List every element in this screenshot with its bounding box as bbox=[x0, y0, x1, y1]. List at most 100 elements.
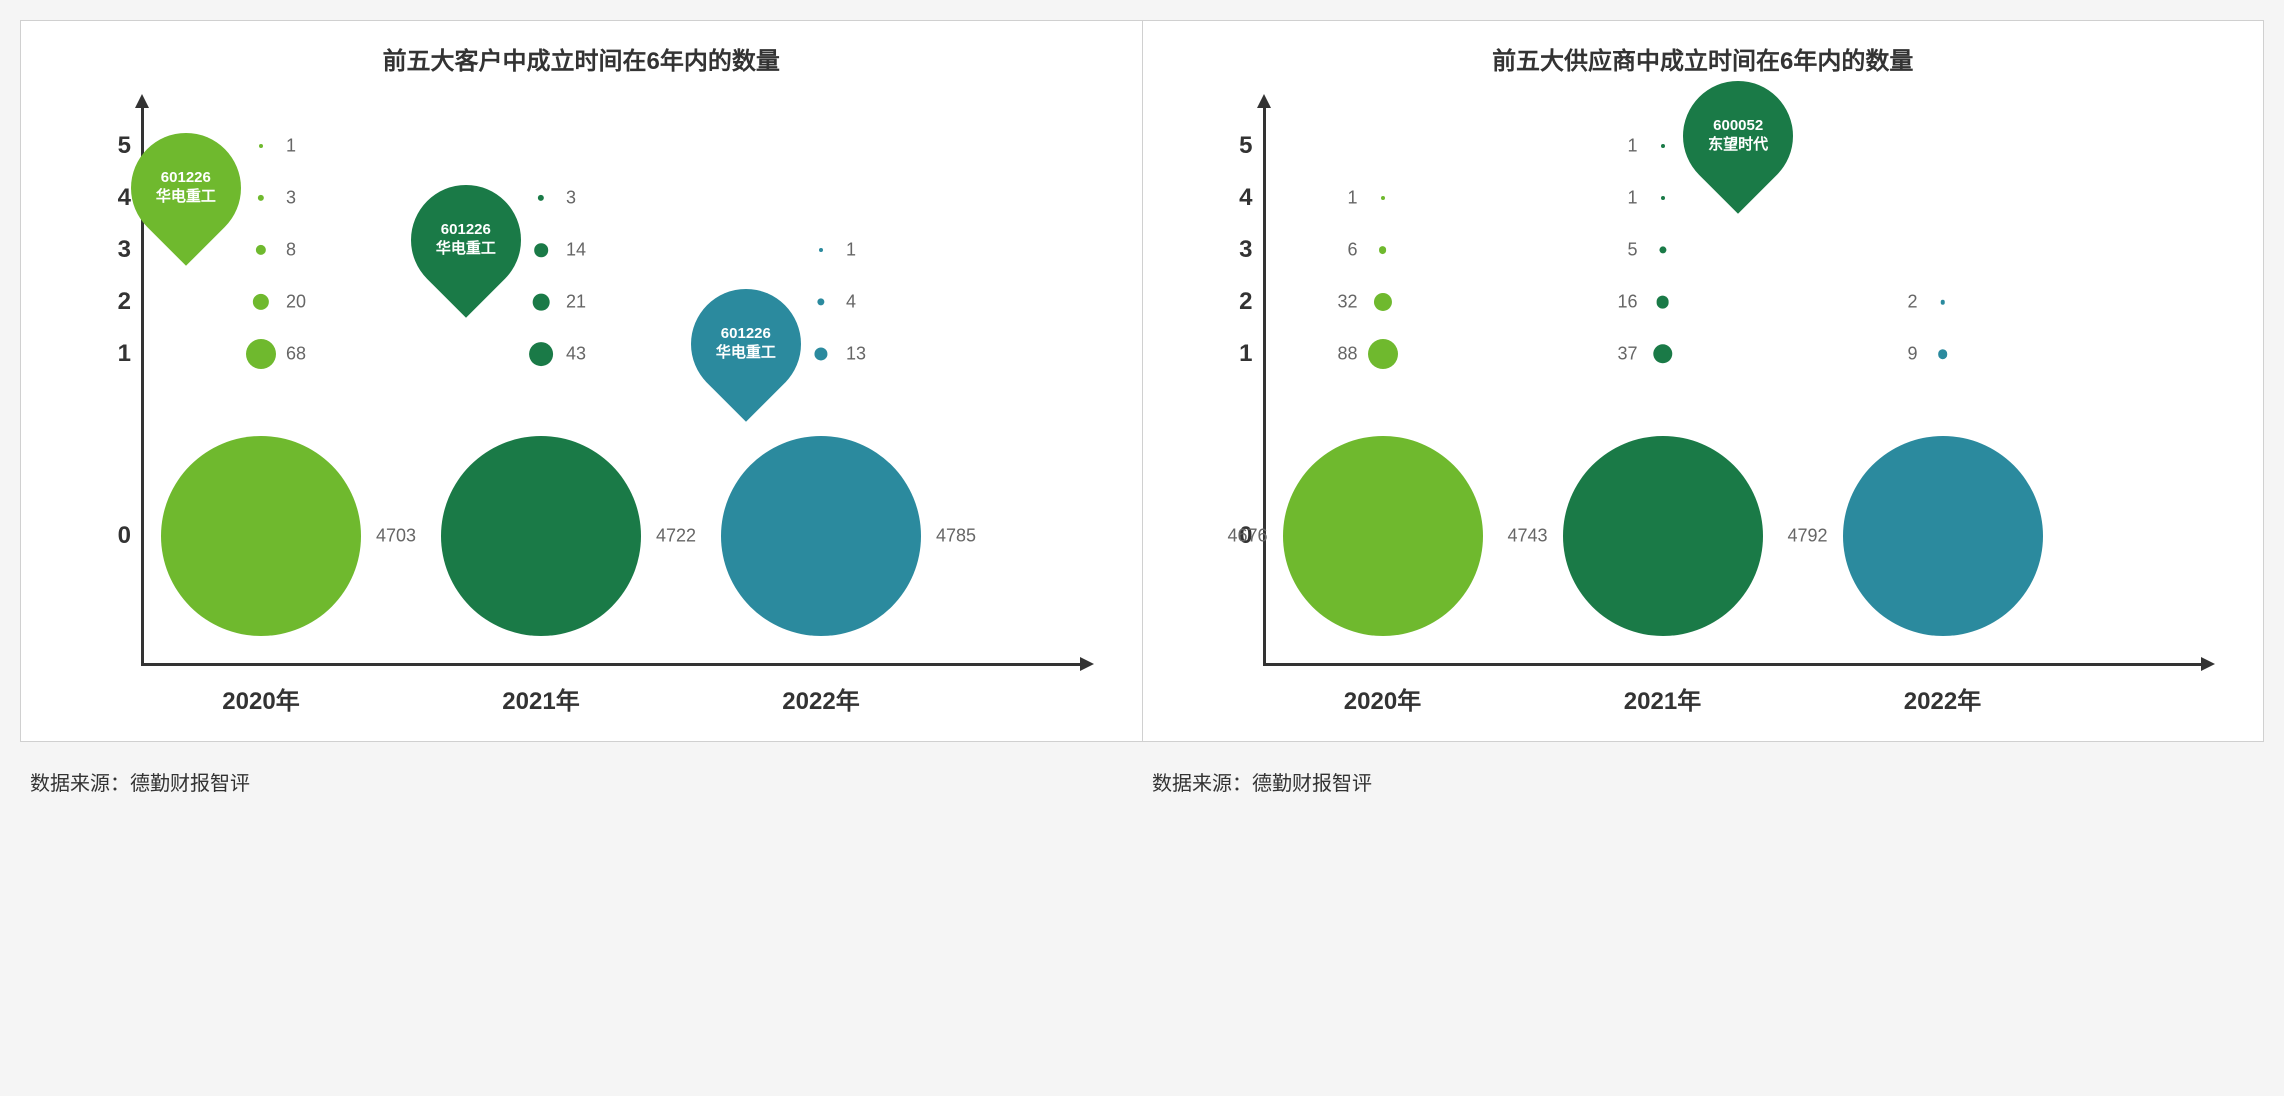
y-tick: 2 bbox=[81, 288, 131, 316]
right-chart: 0123452020年2021年2022年4676163288474311516… bbox=[1173, 106, 2234, 726]
charts-container: 前五大客户中成立时间在6年内的数量 0 1 2 3 4 5 2020年 2021年 2022年 4… bbox=[20, 20, 2264, 742]
zero-value-label: 4785 bbox=[936, 526, 976, 547]
left-chart: 0123452020年2021年2022年47031382068601226华电… bbox=[51, 106, 1112, 726]
data-bubble bbox=[258, 195, 264, 201]
y-tick: 5 bbox=[81, 132, 131, 160]
zero-bubble bbox=[1283, 436, 1483, 636]
callout-badge: 600052东望时代 bbox=[1683, 81, 1793, 191]
callout-name: 华电重工 bbox=[716, 344, 776, 363]
value-label: 6 bbox=[1347, 240, 1357, 261]
y-tick: 2 bbox=[1203, 288, 1253, 316]
data-bubble bbox=[534, 243, 548, 257]
x-axis bbox=[1263, 663, 2204, 666]
value-label: 1 bbox=[1627, 136, 1637, 157]
value-label: 4 bbox=[846, 292, 856, 313]
data-bubble bbox=[817, 298, 824, 305]
callout-badge: 601226华电重工 bbox=[411, 185, 521, 295]
zero-bubble bbox=[1843, 436, 2043, 636]
value-label: 3 bbox=[566, 188, 576, 209]
zero-bubble bbox=[1563, 436, 1763, 636]
zero-bubble bbox=[441, 436, 641, 636]
right-title: 前五大供应商中成立时间在6年内的数量 bbox=[1173, 41, 2234, 76]
value-label: 21 bbox=[566, 292, 586, 313]
callout-code: 601226 bbox=[716, 325, 776, 344]
value-label: 3 bbox=[286, 188, 296, 209]
zero-value-label: 4703 bbox=[376, 526, 416, 547]
value-label: 8 bbox=[286, 240, 296, 261]
y-tick: 4 bbox=[1203, 184, 1253, 212]
x-category-label: 2020年 bbox=[1344, 681, 1421, 716]
data-bubble bbox=[538, 195, 544, 201]
value-label: 14 bbox=[566, 240, 586, 261]
data-bubble bbox=[529, 342, 553, 366]
y-tick: 3 bbox=[1203, 236, 1253, 264]
value-label: 1 bbox=[1627, 188, 1637, 209]
data-bubble bbox=[533, 294, 550, 311]
sources-row: 数据来源：德勤财报智评 数据来源：德勤财报智评 bbox=[20, 742, 2264, 796]
value-label: 13 bbox=[846, 344, 866, 365]
y-axis bbox=[1263, 106, 1266, 666]
zero-value-label: 4743 bbox=[1507, 526, 1547, 547]
x-category-label: 2021年 bbox=[1624, 681, 1701, 716]
left-source: 数据来源：德勤财报智评 bbox=[20, 767, 1142, 796]
callout-code: 600052 bbox=[1707, 117, 1767, 136]
data-bubble bbox=[253, 294, 269, 310]
value-label: 1 bbox=[1347, 188, 1357, 209]
y-tick: 0 bbox=[81, 522, 131, 550]
data-bubble bbox=[1373, 293, 1391, 311]
callout-code: 601226 bbox=[436, 221, 496, 240]
data-bubble bbox=[259, 144, 263, 148]
value-label: 37 bbox=[1617, 344, 1637, 365]
callout-name: 华电重工 bbox=[436, 240, 496, 259]
value-label: 16 bbox=[1617, 292, 1637, 313]
y-tick: 4 bbox=[81, 184, 131, 212]
data-bubble bbox=[1661, 196, 1665, 200]
zero-value-label: 4676 bbox=[1227, 526, 1267, 547]
data-bubble bbox=[1940, 300, 1945, 305]
x-category-label: 2021年 bbox=[502, 681, 579, 716]
y-tick: 5 bbox=[1203, 132, 1253, 160]
data-bubble bbox=[256, 245, 266, 255]
zero-bubble bbox=[721, 436, 921, 636]
x-category-label: 2020年 bbox=[222, 681, 299, 716]
right-panel: 前五大供应商中成立时间在6年内的数量 0123452020年2021年2022年… bbox=[1143, 20, 2265, 742]
x-category-label: 2022年 bbox=[1904, 681, 1981, 716]
value-label: 1 bbox=[286, 136, 296, 157]
x-category-label: 2022年 bbox=[782, 681, 859, 716]
y-tick: 3 bbox=[81, 236, 131, 264]
value-label: 9 bbox=[1907, 344, 1917, 365]
value-label: 5 bbox=[1627, 240, 1637, 261]
zero-value-label: 4792 bbox=[1787, 526, 1827, 547]
value-label: 2 bbox=[1907, 292, 1917, 313]
callout-name: 华电重工 bbox=[156, 188, 216, 207]
value-label: 20 bbox=[286, 292, 306, 313]
data-bubble bbox=[1656, 296, 1669, 309]
data-bubble bbox=[819, 248, 823, 252]
value-label: 43 bbox=[566, 344, 586, 365]
data-bubble bbox=[246, 339, 276, 369]
data-bubble bbox=[1653, 344, 1672, 363]
value-label: 88 bbox=[1337, 344, 1357, 365]
callout-name: 东望时代 bbox=[1707, 136, 1767, 155]
value-label: 68 bbox=[286, 344, 306, 365]
data-bubble bbox=[814, 347, 827, 360]
value-label: 32 bbox=[1337, 292, 1357, 313]
data-bubble bbox=[1381, 196, 1385, 200]
data-bubble bbox=[1661, 144, 1665, 148]
callout-badge: 601226华电重工 bbox=[691, 289, 801, 399]
left-panel: 前五大客户中成立时间在6年内的数量 0 1 2 3 4 5 2020年 2021年 2022年 4… bbox=[20, 20, 1143, 742]
data-bubble bbox=[1368, 339, 1398, 369]
callout-code: 601226 bbox=[156, 169, 216, 188]
right-source: 数据来源：德勤财报智评 bbox=[1142, 767, 2264, 796]
zero-value-label: 4722 bbox=[656, 526, 696, 547]
zero-bubble bbox=[161, 436, 361, 636]
x-axis bbox=[141, 663, 1082, 666]
data-bubble bbox=[1379, 246, 1387, 254]
callout-badge: 601226华电重工 bbox=[131, 133, 241, 243]
y-tick: 1 bbox=[81, 340, 131, 368]
value-label: 1 bbox=[846, 240, 856, 261]
y-tick: 1 bbox=[1203, 340, 1253, 368]
data-bubble bbox=[1938, 349, 1948, 359]
left-title: 前五大客户中成立时间在6年内的数量 bbox=[51, 41, 1112, 76]
data-bubble bbox=[1659, 246, 1666, 253]
